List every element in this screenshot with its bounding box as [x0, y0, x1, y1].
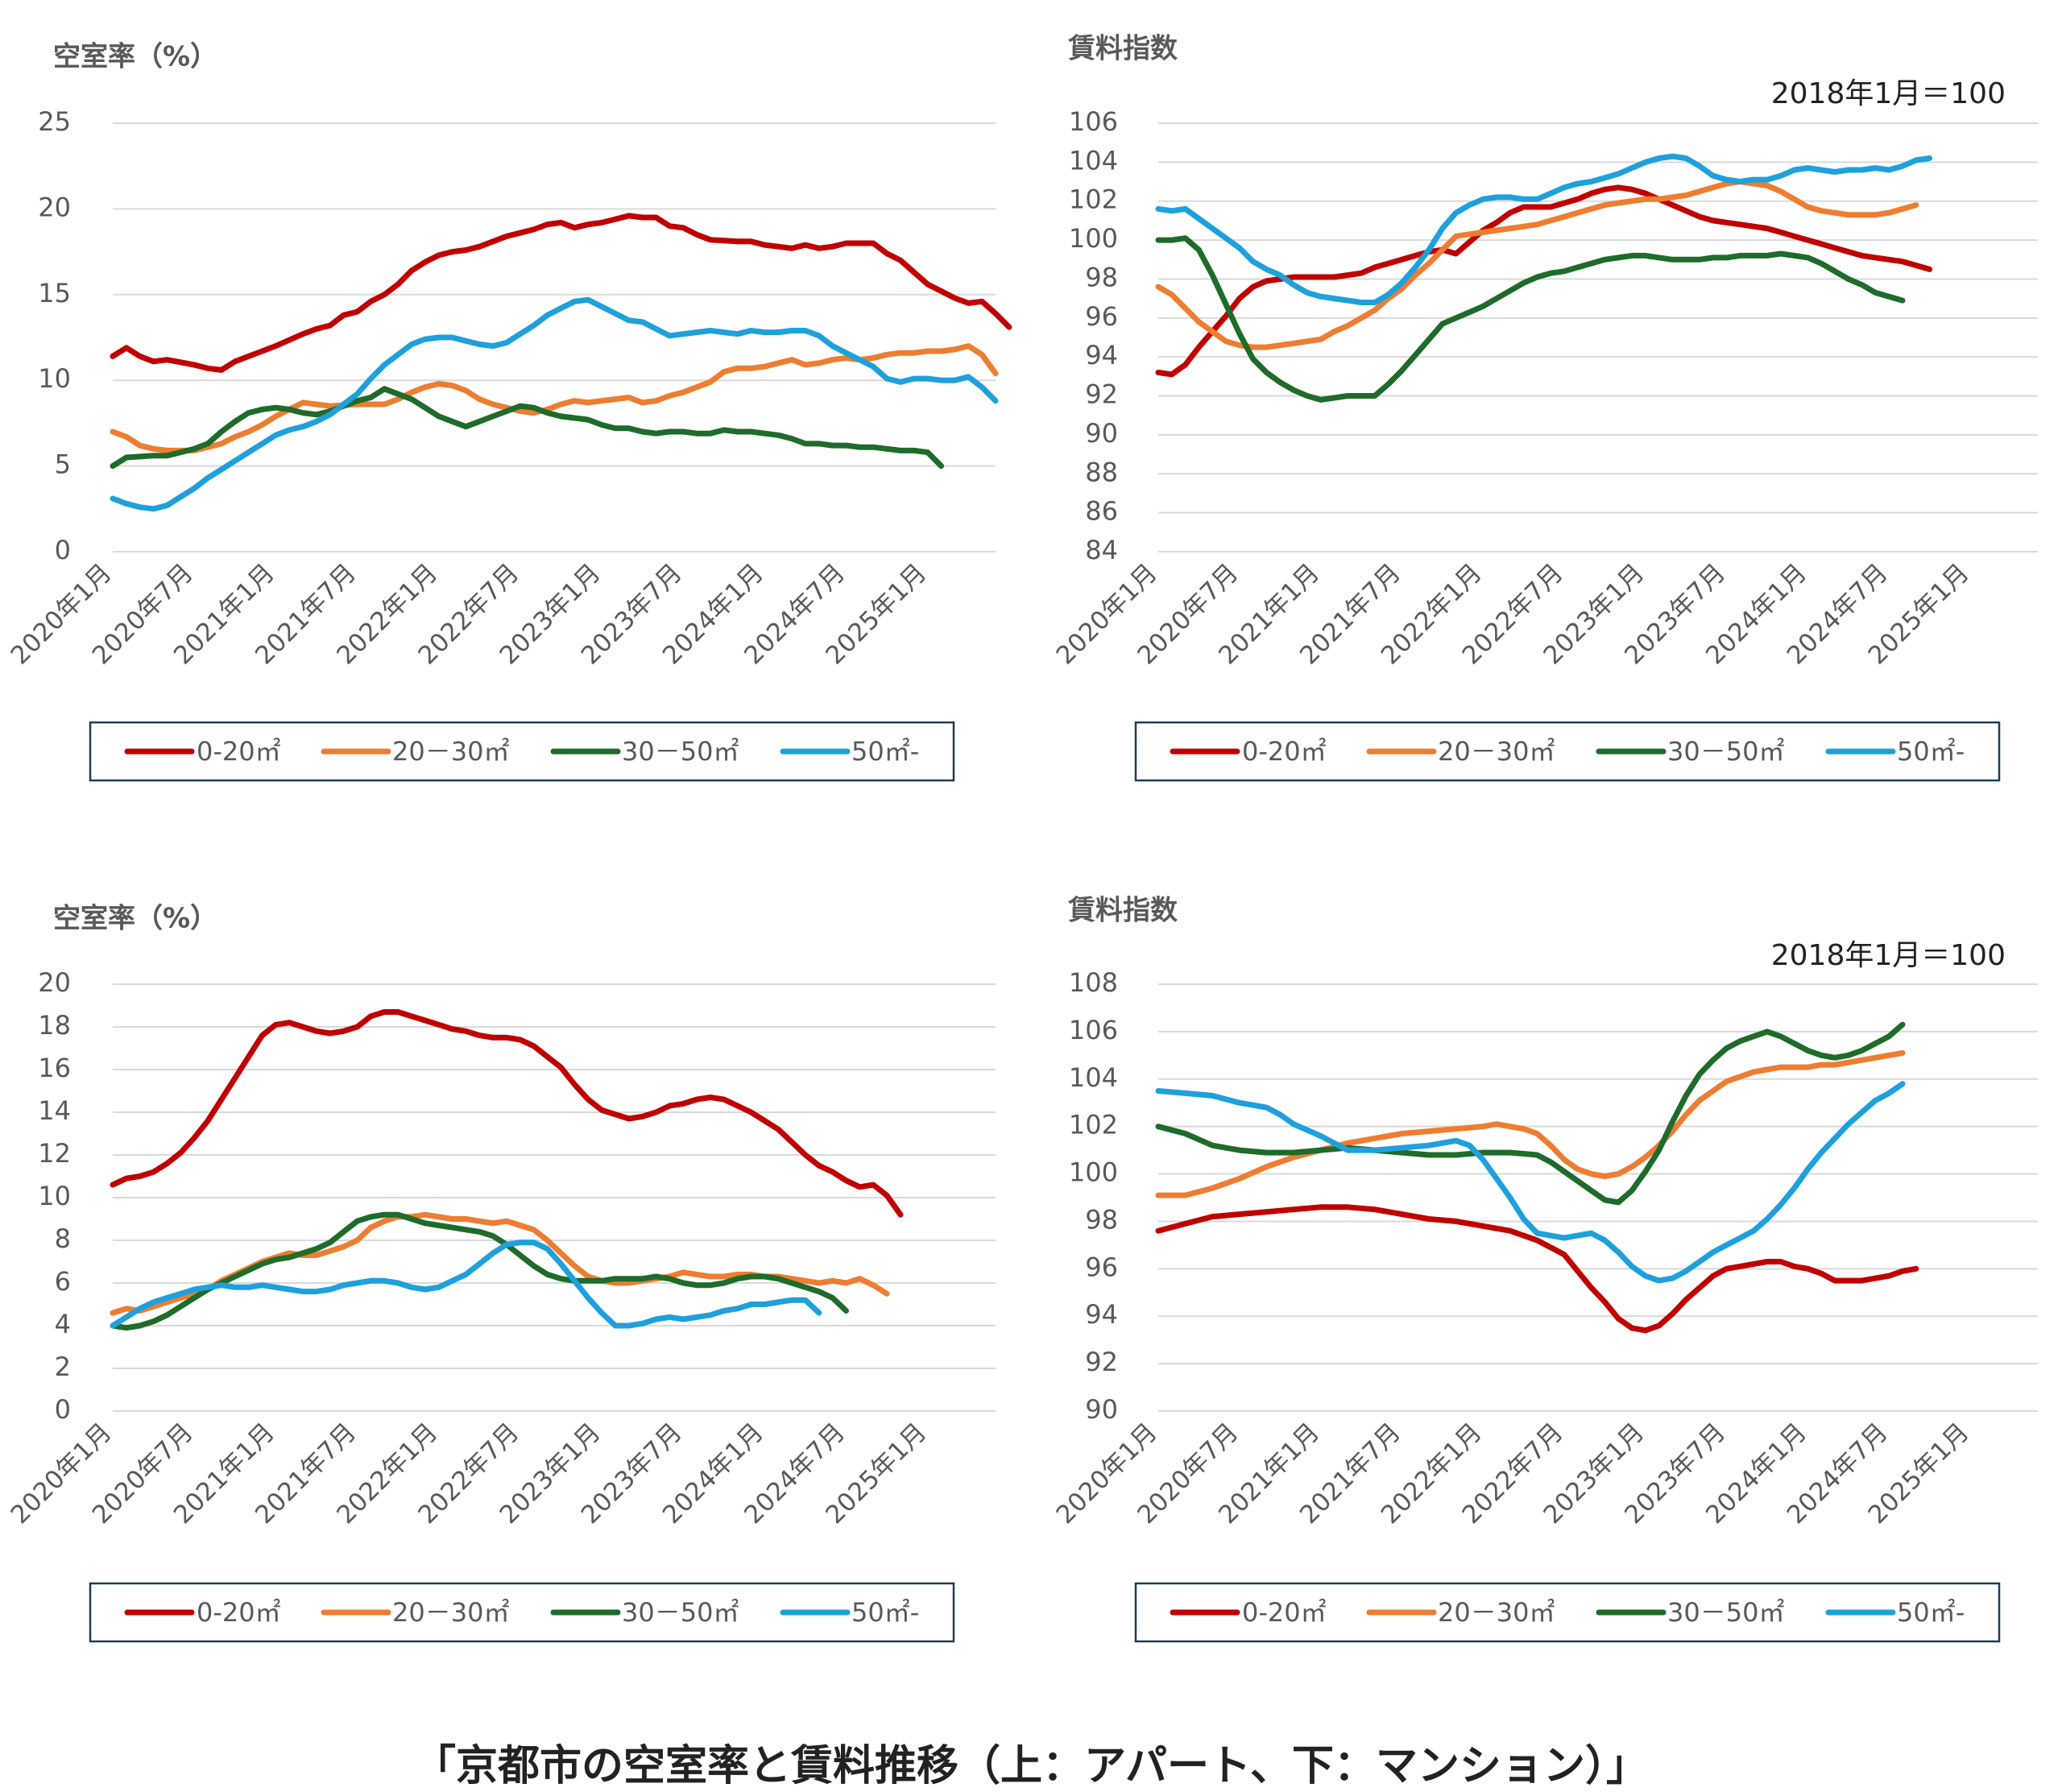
legend-label: 0-20㎡	[197, 736, 281, 767]
series-line-1	[1155, 179, 1919, 350]
y-tick-label: 14	[38, 1095, 71, 1126]
y-tick-label: 84	[1085, 535, 1118, 565]
y-tick-label: 90	[1085, 1394, 1118, 1425]
y-tick-label: 98	[1085, 1204, 1118, 1235]
y-tick-label: 98	[1085, 262, 1118, 292]
y-tick-label: 102	[1069, 1110, 1118, 1140]
chart-apt-rent: 賃料指数 2018年1月＝100 84 86 88 90 92 94 96 98 100 102 104…	[1051, 33, 2038, 782]
y-tick-label: 0	[55, 1394, 71, 1425]
y-tick-label: 106	[1069, 1015, 1118, 1045]
chart-apt-vacancy: 空室率（%）05101520252020年1月2020年7月2021年1月202…	[6, 41, 1012, 782]
series-line-0	[110, 213, 1012, 373]
series-line-1	[110, 1211, 890, 1316]
legend-label: 20－30㎡	[392, 1597, 509, 1628]
series-line-3	[1155, 153, 1933, 305]
legend-label: 0-20㎡	[1242, 1597, 1327, 1628]
legend-label: 30－50㎡	[622, 736, 739, 767]
y-tick-label: 90	[1085, 418, 1118, 449]
y-tick-label: 10	[38, 1181, 71, 1211]
legend-label: 50㎡-	[1897, 1597, 1965, 1628]
y-tick-label: 94	[1085, 340, 1118, 370]
legend-label: 50㎡-	[851, 1597, 919, 1628]
series-line-2	[1155, 235, 1906, 403]
y-tick-label: 100	[1069, 1157, 1118, 1188]
series-line-2	[110, 386, 945, 470]
y-tick-label: 102	[1069, 184, 1118, 215]
y-tick-label: 12	[38, 1138, 71, 1169]
y-tick-label: 20	[38, 967, 71, 998]
y-tick-label: 88	[1085, 457, 1118, 487]
series-line-1	[1155, 1049, 1906, 1198]
y-tick-label: 16	[38, 1053, 71, 1083]
y-tick-label: 86	[1085, 496, 1118, 527]
y-tick-label: 18	[38, 1010, 71, 1041]
y-tick-label: 104	[1069, 145, 1118, 176]
legend-label: 30－50㎡	[622, 1597, 739, 1628]
legend-label: 50㎡-	[1897, 736, 1965, 767]
figure-caption: 「京都市の空室率と賃料推移（上：アパート、下：マンション）」	[414, 1742, 1648, 1790]
y-tick-label: 2	[55, 1351, 71, 1382]
legend-label: 20－30㎡	[1438, 1597, 1555, 1628]
legend-label: 30－50㎡	[1667, 1597, 1784, 1628]
series-line-3	[110, 1240, 822, 1329]
legend-label: 50㎡-	[851, 736, 919, 767]
legend-label: 30－50㎡	[1667, 736, 1784, 767]
base-note: 2018年1月＝100	[1771, 77, 2006, 110]
legend-label: 20－30㎡	[1438, 736, 1555, 767]
series-line-3	[1155, 1081, 1906, 1284]
chart-title: 賃料指数	[1067, 33, 1178, 65]
chart-title: 空室率（%）	[53, 41, 217, 73]
series-line-0	[110, 1009, 904, 1218]
series-line-3	[110, 296, 999, 512]
chart-title: 賃料指数	[1067, 895, 1178, 927]
y-tick-label: 96	[1085, 1252, 1118, 1282]
y-tick-label: 0	[55, 535, 71, 565]
y-tick-label: 96	[1085, 301, 1118, 332]
y-tick-label: 15	[38, 278, 71, 308]
y-tick-label: 8	[55, 1223, 71, 1254]
y-tick-label: 20	[38, 192, 71, 222]
y-tick-label: 100	[1069, 223, 1118, 254]
series-line-0	[1155, 1204, 1919, 1334]
legend-label: 20－30㎡	[392, 736, 509, 767]
y-tick-label: 4	[55, 1309, 71, 1339]
y-tick-label: 94	[1085, 1299, 1118, 1330]
chart-title: 空室率（%）	[53, 903, 217, 935]
legend-box	[1134, 721, 2001, 782]
legend-label: 0-20㎡	[197, 1597, 281, 1628]
y-tick-label: 92	[1085, 1347, 1118, 1377]
y-tick-label: 108	[1069, 967, 1118, 998]
chart-mansion-vacancy: 空室率（%）024681012141618202020年1月2020年7月202…	[6, 903, 996, 1643]
series-line-2	[1155, 1021, 1906, 1206]
y-tick-label: 104	[1069, 1062, 1118, 1093]
base-note: 2018年1月＝100	[1771, 939, 2006, 972]
y-tick-label: 106	[1069, 106, 1118, 137]
y-tick-label: 6	[55, 1266, 71, 1297]
y-tick-label: 25	[38, 106, 71, 137]
y-tick-label: 10	[38, 363, 71, 394]
y-tick-label: 5	[55, 449, 71, 480]
y-tick-label: 92	[1085, 379, 1118, 410]
legend-label: 0-20㎡	[1242, 736, 1327, 767]
chart-mansion-rent: 賃料指数 2018年1月＝100 90 92 94 96 98 100 102 104 106 108…	[1051, 895, 2038, 1643]
series-line-2	[110, 1211, 849, 1331]
